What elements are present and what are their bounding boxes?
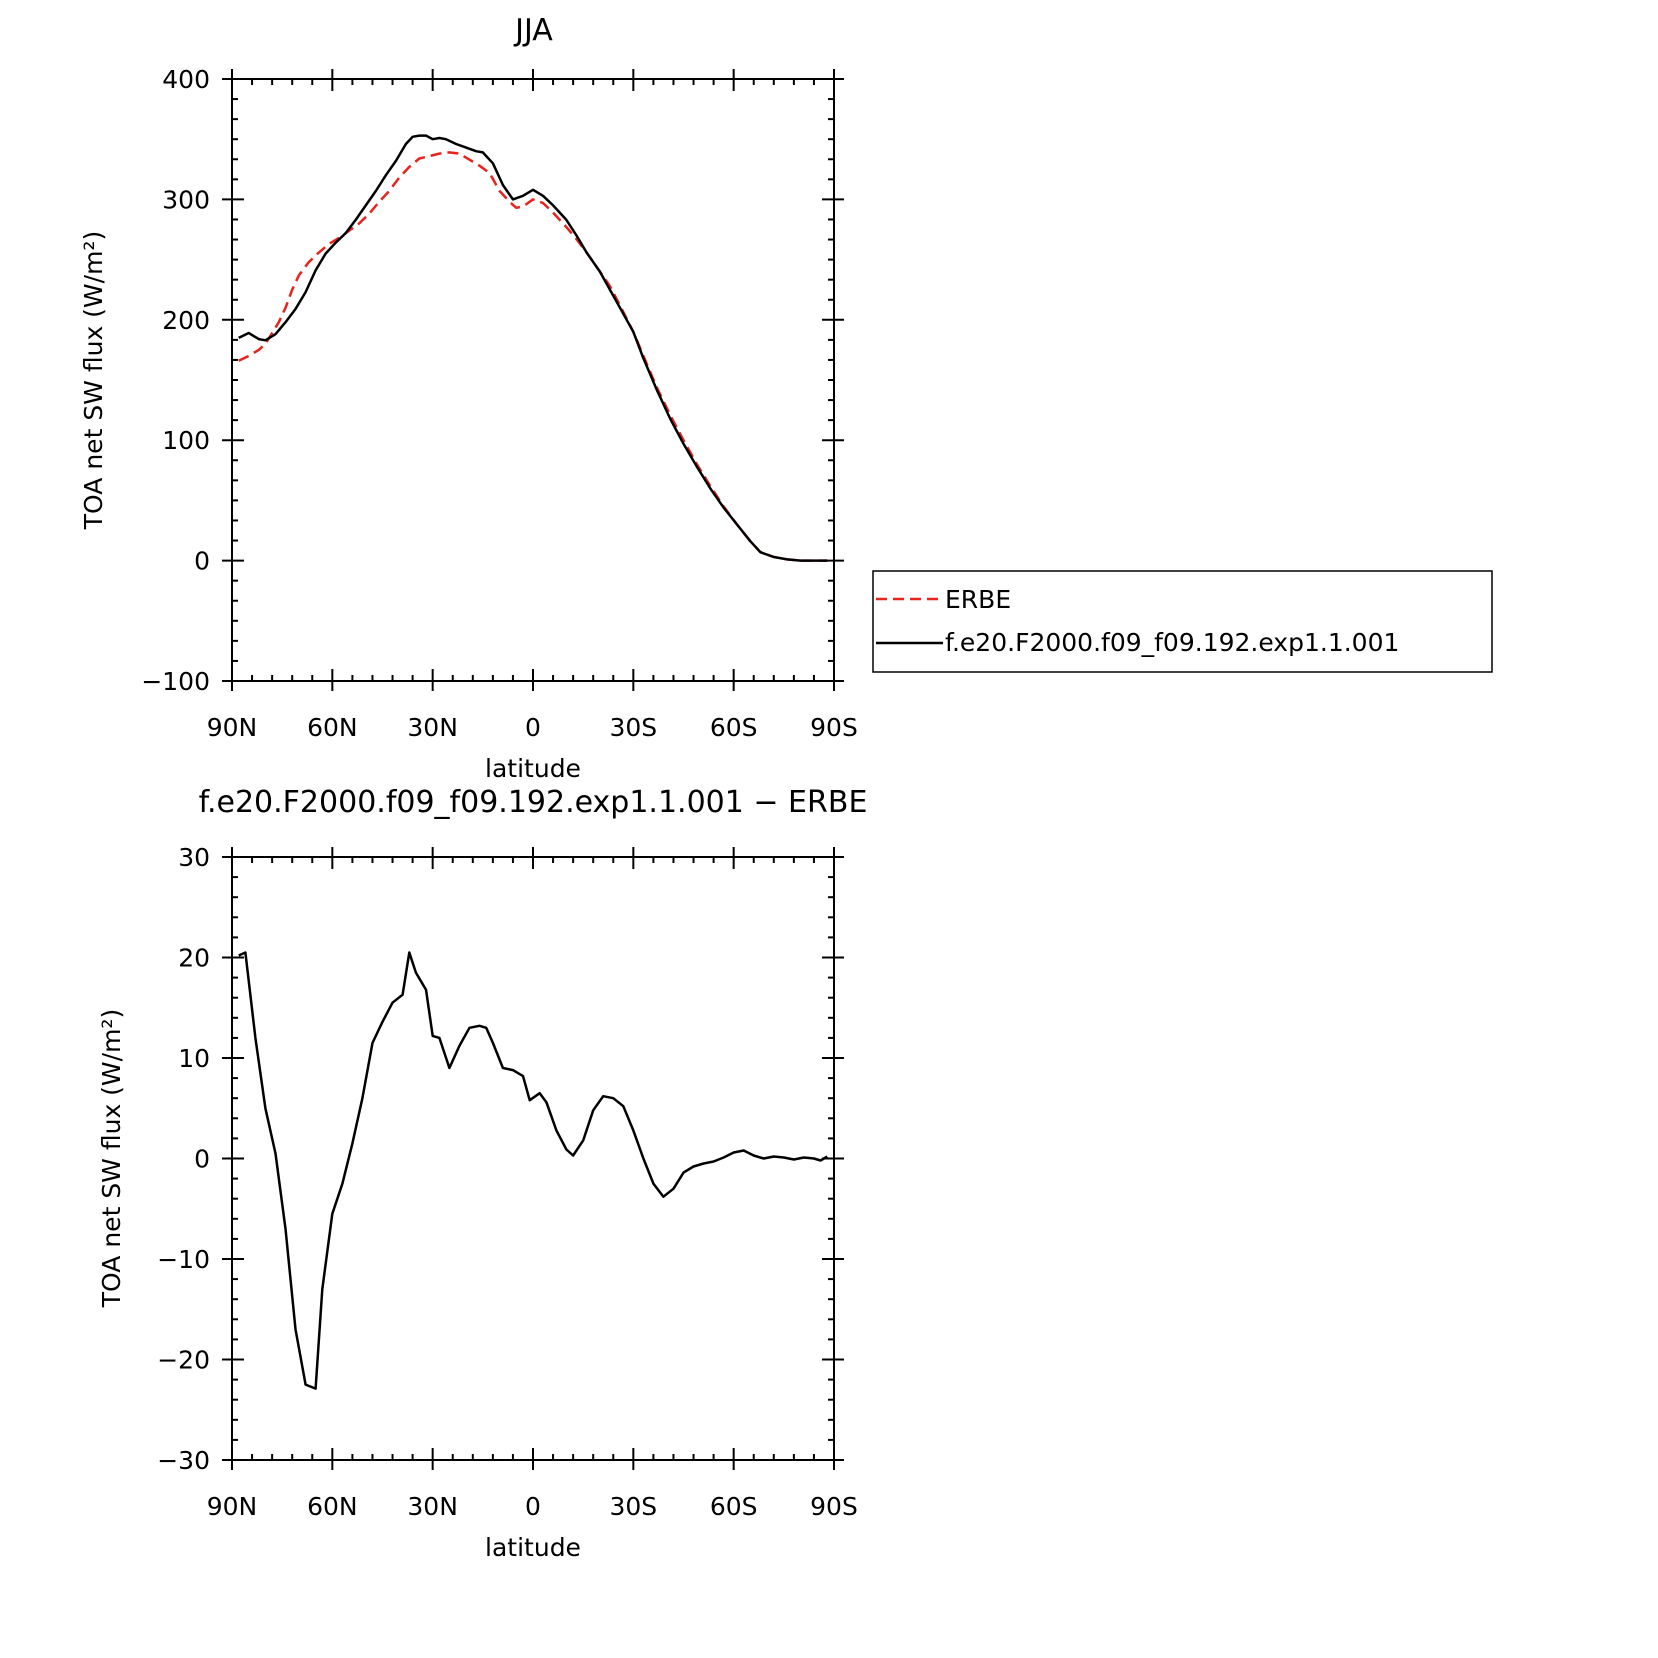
bottom-y-axis-title: TOA net SW flux (W/m²) [97,1009,126,1308]
top-series-line-1 [238,134,828,562]
bottom-y-tick-label: −30 [157,1446,210,1475]
top-y-tick-label: 300 [162,185,210,214]
top-y-tick-label: 400 [162,65,210,94]
top-y-axis-title: TOA net SW flux (W/m²) [79,231,108,530]
top-x-tick-label: 0 [525,713,541,742]
bottom-x-tick-label: 0 [525,1492,541,1521]
bottom-y-tick-label: 10 [178,1044,210,1073]
bottom-plot-title: f.e20.F2000.f09_f09.192.exp1.1.001 − ERB… [199,785,868,820]
bottom-y-tick-label: 0 [194,1145,210,1174]
legend-label-model: f.e20.F2000.f09_f09.192.exp1.1.001 [945,628,1399,657]
top-x-tick-label: 30N [407,713,458,742]
top-series-layer [238,134,828,562]
bottom-y-tick-label: −10 [157,1245,210,1274]
bottom-x-tick-label: 60S [710,1492,758,1521]
bottom-series-layer [238,951,828,1390]
bottom-tick-labels: 90N 60N 30N 0 30S 60S 90S −30 −20 −10 0 10 20 30 [157,843,858,1521]
bottom-x-tick-label: 60N [307,1492,358,1521]
bottom-panel: f.e20.F2000.f09_f09.192.exp1.1.001 − ERB… [97,785,867,1562]
top-panel: JJA 90N 60N 30N 0 30S 60S 90S −100 0 100 200 300 400… [79,13,858,783]
top-plot-title: JJA [513,13,553,48]
bottom-plot-frame [231,856,835,1461]
top-x-tick-label: 90S [810,713,858,742]
bottom-x-tick-label: 30S [609,1492,657,1521]
top-x-tick-label: 60N [307,713,358,742]
top-series-line-0 [238,151,828,562]
top-y-tick-label: −100 [141,667,210,696]
bottom-series-line-0 [238,951,828,1390]
top-plot-frame [231,78,835,682]
top-y-tick-label: 100 [162,426,210,455]
legend-label-erbe: ERBE [945,585,1011,614]
top-ticks [222,69,844,691]
bottom-x-tick-label: 90S [810,1492,858,1521]
top-x-tick-label: 90N [207,713,258,742]
bottom-y-tick-label: 20 [178,944,210,973]
bottom-y-tick-label: −20 [157,1346,210,1375]
top-tick-labels: 90N 60N 30N 0 30S 60S 90S −100 0 100 200 300 400 [141,65,858,742]
bottom-x-tick-label: 30N [407,1492,458,1521]
top-x-tick-label: 30S [609,713,657,742]
legend: ERBE f.e20.F2000.f09_f09.192.exp1.1.001 [872,570,1493,673]
bottom-x-axis-title: latitude [485,1533,581,1562]
top-x-tick-label: 60S [710,713,758,742]
bottom-x-tick-label: 90N [207,1492,258,1521]
legend-box [872,570,1493,673]
top-y-tick-label: 200 [162,306,210,335]
top-x-axis-title: latitude [485,754,581,783]
bottom-y-tick-label: 30 [178,843,210,872]
top-y-tick-label: 0 [194,547,210,576]
